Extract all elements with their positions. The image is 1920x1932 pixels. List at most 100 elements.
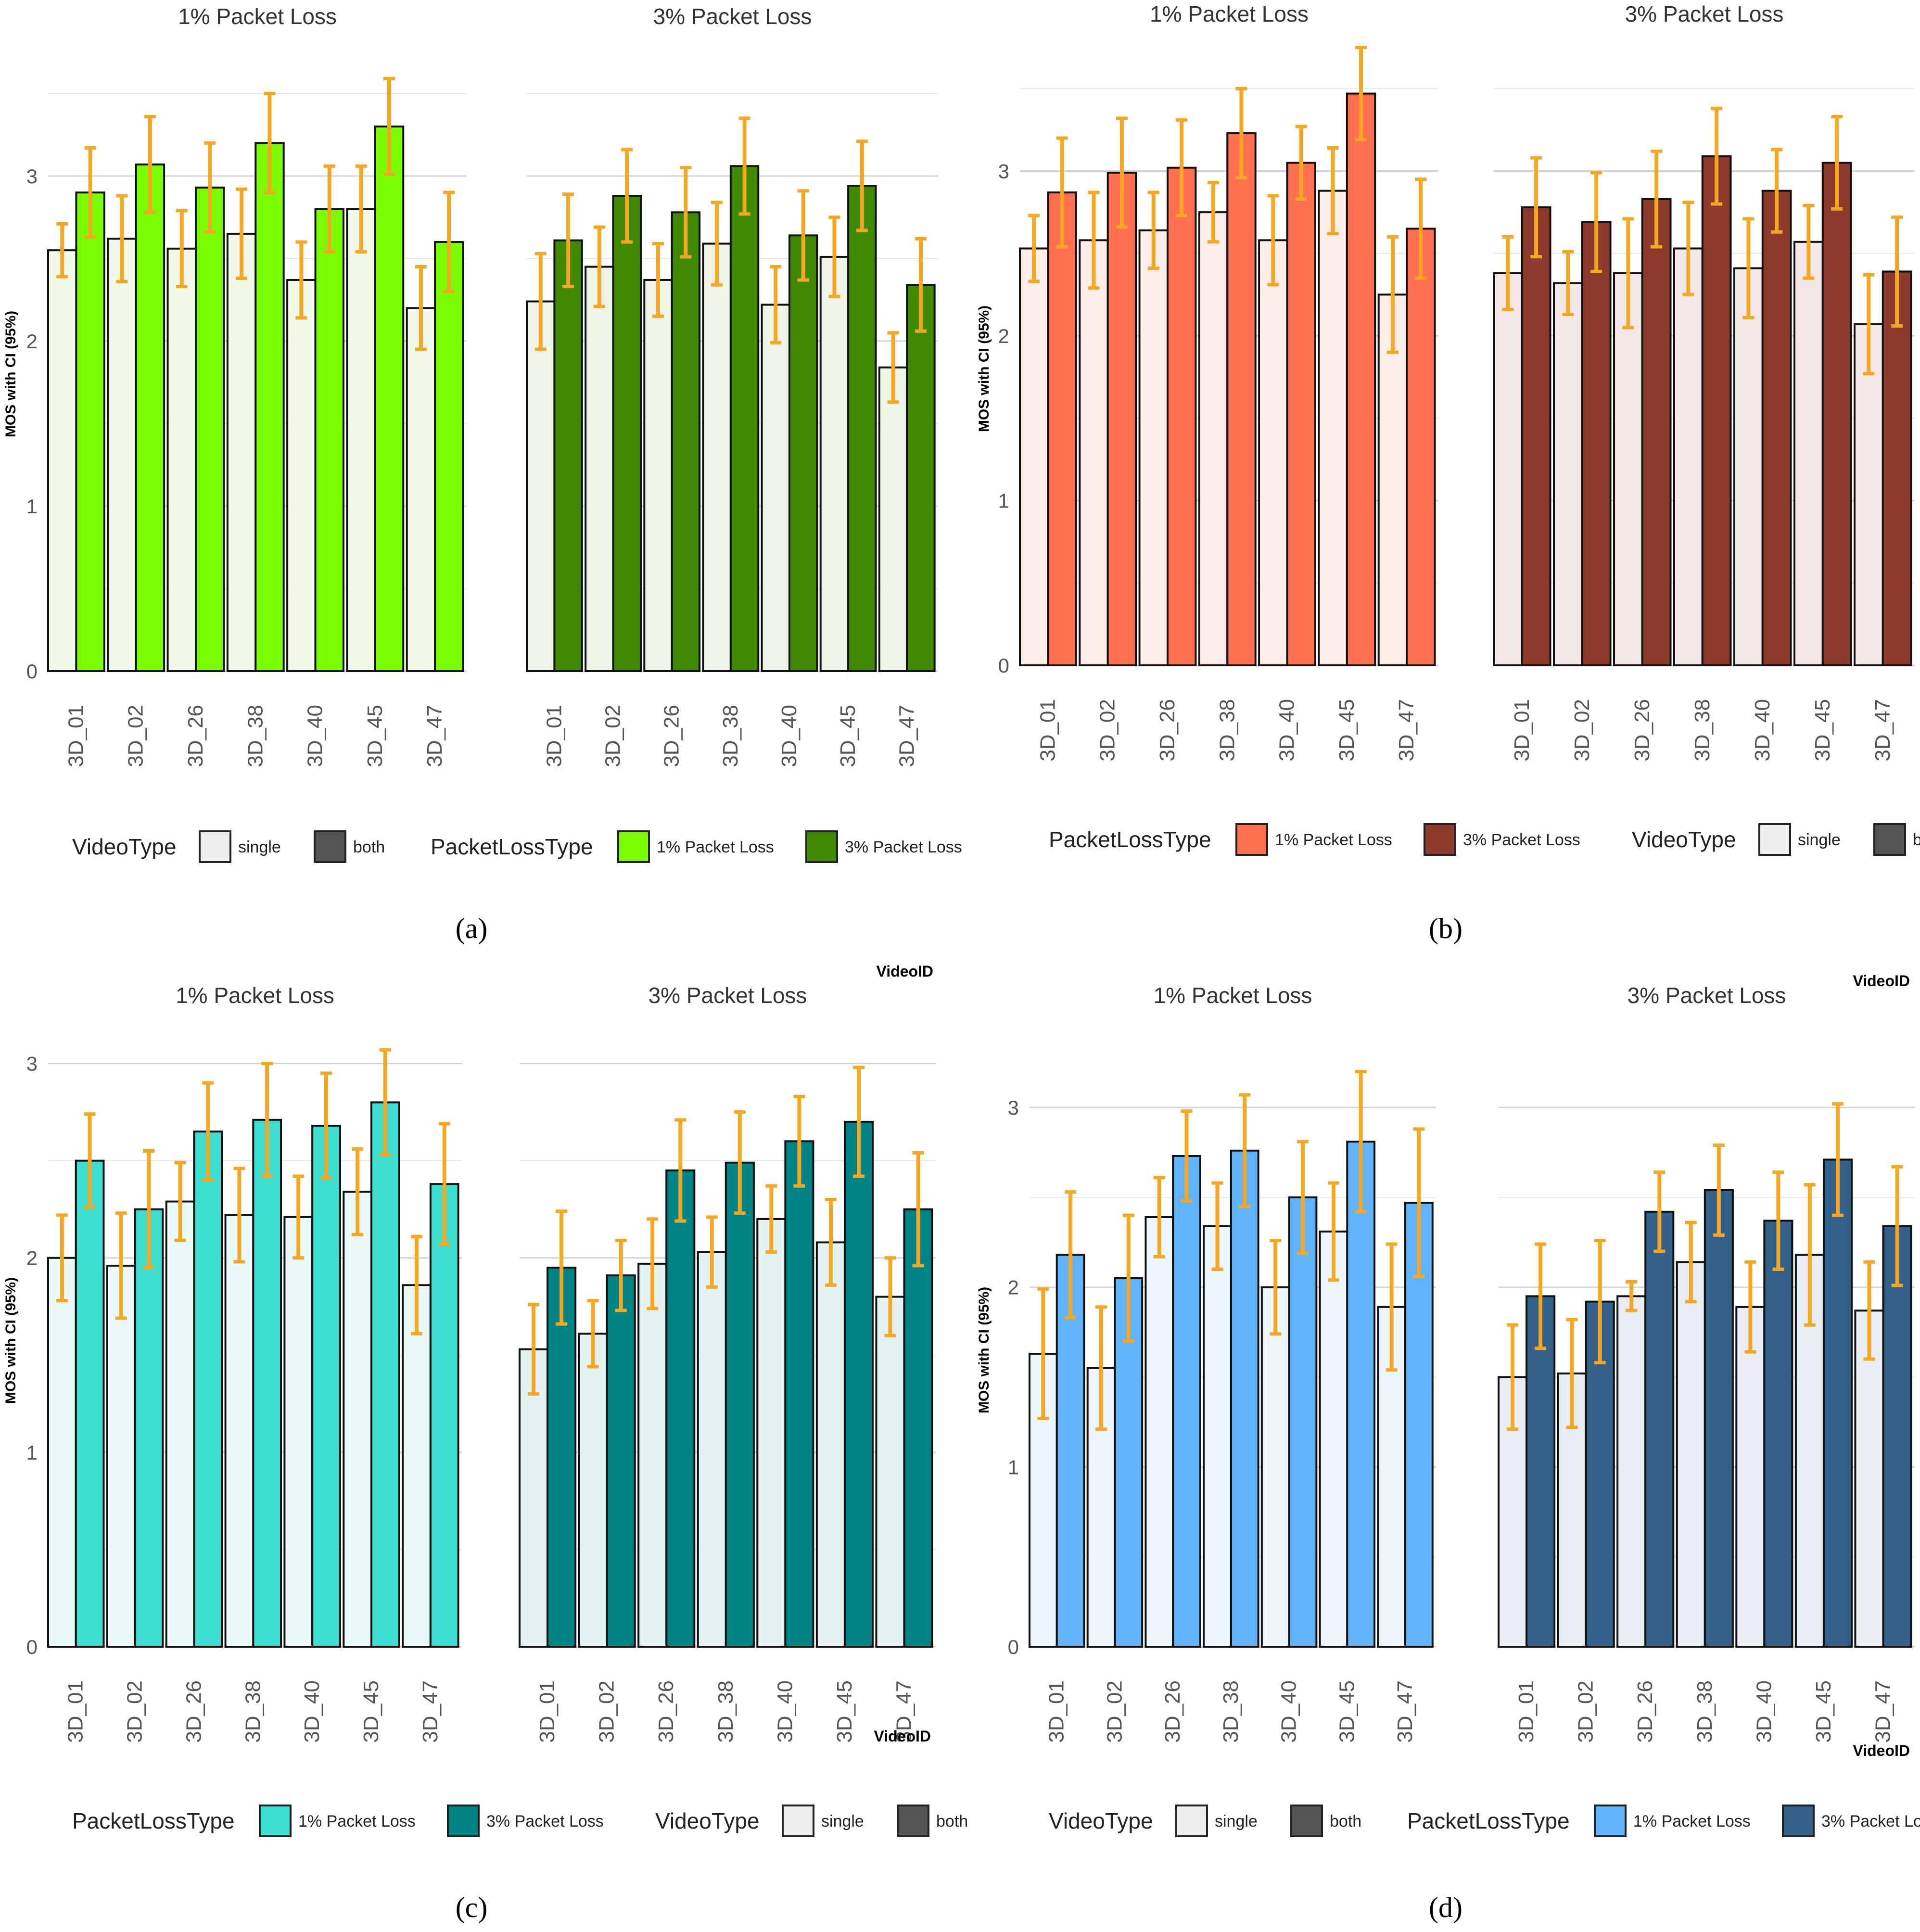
bar-both	[1047, 191, 1077, 666]
x-tick-label: 3D_38	[1691, 699, 1714, 762]
subfigure-a: MOS with CI (95%) 0 1 2 3 1% Packet Loss 3D_01…	[3, 4, 962, 980]
bar-both	[906, 284, 936, 672]
bar-single	[402, 1284, 432, 1648]
bar-both	[1106, 171, 1137, 666]
x-tick-label: 3D_40	[1751, 699, 1774, 762]
error-bar-both	[144, 114, 156, 214]
x-tick-label: 3D_02	[1103, 1680, 1126, 1743]
error-bar-single	[593, 225, 605, 308]
panel-1pct: 1% Packet Loss 3D_01 3D_02 3D_26 3D_38 3D_40 3…	[47, 983, 462, 1743]
error-bar-single	[1208, 180, 1220, 244]
bar-single	[1613, 272, 1643, 666]
legend: PacketLossType 1% Packet Loss 3% Packet Lo…	[1049, 823, 1920, 856]
x-tick-label: 3D_01	[1510, 699, 1534, 762]
x-tick-label: 3D_40	[300, 1680, 324, 1743]
bar-single	[1498, 1376, 1528, 1648]
error-bar-both	[383, 76, 395, 176]
bar-single	[526, 300, 556, 672]
x-axis-label: VideoID	[874, 1728, 931, 1745]
error-bar-single	[1037, 1287, 1049, 1420]
x-tick-label: 3D_26	[1161, 1680, 1184, 1743]
x-tick-label: 3D_47	[423, 705, 446, 767]
error-bar-both	[264, 91, 276, 194]
x-tick-label: 3D_26	[654, 1680, 678, 1743]
legend-item-label: 1% Packet Loss	[298, 1812, 416, 1830]
bar-both	[1055, 1254, 1085, 1648]
bar-single	[1319, 1230, 1348, 1648]
bar-single	[756, 1218, 787, 1648]
y-tick-label: 2	[1008, 1276, 1019, 1299]
bar-both	[1581, 221, 1612, 666]
y-axis-label: MOS with CI (95%)	[976, 1287, 992, 1413]
error-bar-single	[1386, 1242, 1398, 1372]
panel-3pct: 3% Packet Loss 3D_01 3D_02 3D_26 3D_38 3D_40 3…	[1493, 1, 1915, 762]
error-bar-single	[1153, 1176, 1165, 1258]
error-bar-single	[176, 209, 188, 289]
error-bar-single	[411, 1234, 423, 1335]
bar-both	[903, 1208, 933, 1648]
bar-both	[606, 1274, 636, 1648]
bar-single	[1138, 229, 1169, 666]
x-tick-label: 3D_01	[1514, 1680, 1538, 1743]
error-bar-single	[1028, 214, 1040, 283]
bar-both	[1761, 190, 1792, 667]
bar-both	[1286, 162, 1316, 666]
legend-swatch	[447, 1805, 480, 1837]
legend-item-label: 3% Packet Loss	[486, 1812, 604, 1830]
bar-single	[519, 1348, 549, 1648]
error-bar-single	[887, 331, 899, 404]
bar-single	[107, 238, 137, 672]
bar-both	[1288, 1196, 1318, 1648]
subfigure-caption: (d)	[1429, 1892, 1462, 1923]
bar-both	[847, 185, 877, 672]
bar-both	[1226, 132, 1257, 667]
y-tick-label: 3	[998, 160, 1009, 183]
legend: VideoType single both PacketLossType 1% Pack…	[1049, 1805, 1920, 1837]
error-bar-both	[379, 1048, 391, 1157]
error-bar-single	[828, 216, 840, 298]
bar-single	[1616, 1295, 1647, 1648]
error-bar-both	[438, 1122, 450, 1246]
legend-swatch	[314, 830, 346, 863]
error-bar-both	[202, 1081, 214, 1182]
bar-single	[697, 1251, 727, 1648]
y-tick-label: 1	[1008, 1456, 1019, 1478]
bar-both	[1526, 1295, 1556, 1648]
error-bar-both	[261, 1062, 273, 1178]
x-tick-label: 3D_02	[1570, 699, 1594, 762]
bar-both	[1406, 228, 1436, 666]
legend-title-packetloss: PacketLossType	[72, 1808, 235, 1833]
error-bar-both	[1891, 1165, 1903, 1287]
error-bar-both	[1413, 1127, 1425, 1278]
bar-both	[1882, 1225, 1912, 1648]
error-bar-single	[1267, 194, 1279, 287]
legend-item-label: both	[353, 838, 385, 856]
bar-single	[47, 1257, 77, 1648]
legend-swatch	[199, 830, 231, 863]
error-bar-both	[1181, 1109, 1193, 1203]
error-bar-both	[1530, 156, 1542, 259]
bar-both	[725, 1161, 755, 1648]
bar-both	[434, 241, 464, 672]
x-tick-label: 3D_47	[419, 1680, 442, 1743]
error-bar-both	[320, 1071, 332, 1180]
bar-both	[1882, 270, 1912, 666]
legend-item-label: 3% Packet Loss	[1821, 1812, 1920, 1830]
bar-both	[1763, 1220, 1793, 1648]
error-bar-single	[1327, 146, 1339, 236]
bar-single	[1318, 190, 1348, 667]
bar-single	[224, 1214, 254, 1648]
bar-single	[1203, 1225, 1232, 1648]
bar-both	[1644, 1210, 1675, 1648]
subfigure-c: MOS with CI (95%) 0 1 2 3 1% Packet Loss 3D_01…	[3, 983, 968, 1923]
bar-both	[314, 208, 344, 672]
error-bar-both	[443, 191, 455, 293]
bar-both	[665, 1169, 696, 1648]
x-tick-label: 3D_47	[892, 1680, 916, 1743]
error-bar-single	[711, 201, 723, 287]
legend-title-videotype: VideoType	[655, 1808, 760, 1833]
error-bar-single	[825, 1198, 837, 1287]
bar-both	[1114, 1277, 1144, 1648]
error-bar-both	[912, 1151, 924, 1268]
bar-both	[729, 165, 760, 672]
